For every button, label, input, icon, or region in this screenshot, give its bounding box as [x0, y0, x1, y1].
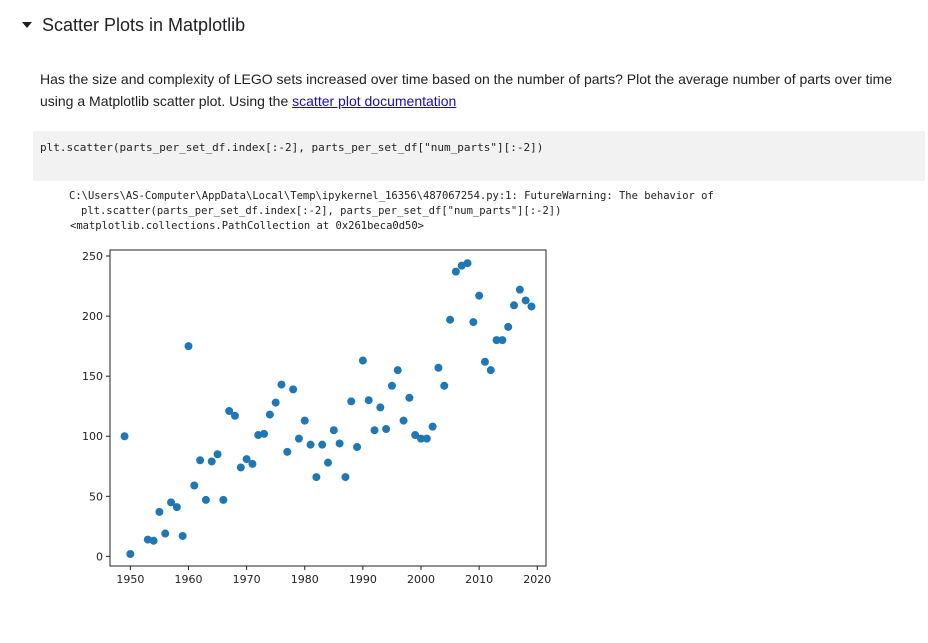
- code-cell[interactable]: plt.scatter(parts_per_set_df.index[:-2],…: [33, 131, 925, 181]
- warning-line-1: C:\Users\AS-Computer\AppData\Local\Temp\…: [69, 190, 714, 202]
- scatter-point: [277, 380, 286, 389]
- scatter-point: [306, 440, 315, 449]
- scatter-point: [196, 456, 205, 465]
- x-tick-label: 2000: [407, 573, 435, 586]
- scatter-point: [149, 536, 158, 545]
- scatter-point: [324, 458, 332, 467]
- scatter-point: [370, 426, 379, 435]
- scatter-point: [527, 302, 536, 311]
- scatter-point: [248, 459, 257, 468]
- scatter-point: [289, 385, 298, 394]
- scatter-point: [126, 549, 135, 558]
- scatter-point: [230, 411, 239, 420]
- x-tick-label: 1960: [174, 573, 202, 586]
- scatter-point: [236, 463, 245, 472]
- x-tick-label: 2020: [523, 573, 551, 586]
- scatter-point: [393, 366, 402, 375]
- collapse-caret-icon[interactable]: [22, 22, 32, 28]
- scatter-point: [463, 259, 472, 268]
- scatter-point: [434, 363, 443, 372]
- scatter-point: [318, 440, 327, 449]
- scatter-point: [364, 396, 373, 405]
- x-tick-label: 1950: [116, 573, 144, 586]
- scatter-point: [335, 439, 344, 448]
- scatter-point: [475, 291, 484, 300]
- section-header[interactable]: Scatter Plots in Matplotlib: [14, 10, 245, 40]
- markdown-cell: Has the size and complexity of LEGO sets…: [40, 68, 920, 112]
- scatter-point: [271, 398, 280, 407]
- scatter-point: [161, 529, 170, 538]
- scatter-point: [399, 416, 408, 425]
- scatter-point: [155, 507, 164, 516]
- scatter-point: [347, 397, 356, 406]
- section-title: Scatter Plots in Matplotlib: [42, 14, 246, 35]
- scatter-point: [405, 393, 414, 402]
- scatter-docs-link[interactable]: scatter plot documentation: [292, 93, 457, 109]
- y-tick-label: 150: [82, 370, 103, 383]
- scatter-point: [265, 410, 274, 419]
- markdown-text: Has the size and complexity of LEGO sets…: [40, 71, 893, 109]
- scatter-point: [387, 381, 396, 390]
- warning-line-2: plt.scatter(parts_per_set_df.index[:-2],…: [81, 205, 562, 217]
- scatter-point: [515, 285, 524, 294]
- scatter-point: [219, 495, 228, 504]
- scatter-point: [521, 296, 530, 305]
- scatter-point: [480, 357, 489, 366]
- scatter-point: [428, 422, 437, 431]
- scatter-point: [358, 356, 367, 365]
- x-tick-label: 1990: [349, 573, 377, 586]
- scatter-point: [329, 426, 338, 435]
- y-tick-label: 50: [89, 490, 103, 503]
- warning-output: C:\Users\AS-Computer\AppData\Local\Temp\…: [69, 189, 714, 219]
- y-tick-label: 100: [82, 430, 103, 443]
- y-tick-label: 250: [82, 250, 103, 263]
- scatter-point: [376, 403, 385, 412]
- x-tick-label: 2010: [465, 573, 493, 586]
- scatter-point: [492, 336, 501, 345]
- code-source[interactable]: plt.scatter(parts_per_set_df.index[:-2],…: [40, 141, 544, 154]
- scatter-point: [353, 443, 362, 452]
- scatter-point: [184, 342, 193, 351]
- scatter-point: [178, 531, 187, 540]
- scatter-point: [201, 495, 210, 504]
- x-tick-label: 1980: [291, 573, 319, 586]
- scatter-point: [207, 457, 216, 466]
- scatter-points: [120, 259, 536, 558]
- axis-ticks: 1950 1960 1970 1980 1990 2000 2010 2020 0 50 100 15…: [82, 250, 551, 586]
- output-repr: <matplotlib.collections.PathCollection a…: [70, 220, 425, 232]
- scatter-point: [446, 315, 455, 324]
- scatter-point: [417, 434, 426, 443]
- x-tick-label: 1970: [233, 573, 261, 586]
- scatter-point: [167, 498, 176, 507]
- scatter-point: [294, 434, 303, 443]
- scatter-point: [312, 473, 321, 482]
- scatter-point: [242, 455, 251, 464]
- scatter-point: [260, 429, 269, 438]
- scatter-point: [341, 473, 350, 482]
- scatter-point: [382, 425, 391, 434]
- scatter-point: [486, 366, 495, 375]
- scatter-point: [172, 503, 181, 512]
- scatter-point: [213, 450, 222, 459]
- scatter-point: [190, 481, 199, 490]
- scatter-point: [498, 336, 507, 345]
- scatter-point: [510, 301, 519, 310]
- scatter-point: [504, 322, 513, 331]
- scatter-point: [225, 407, 234, 416]
- scatter-point: [411, 431, 420, 440]
- scatter-point: [422, 434, 431, 443]
- scatter-point: [440, 381, 449, 390]
- plot-axes-frame: [109, 249, 547, 567]
- scatter-point: [469, 318, 478, 327]
- y-tick-label: 200: [82, 310, 103, 323]
- scatter-point: [451, 267, 460, 276]
- y-tick-label: 0: [96, 550, 103, 563]
- scatter-point: [300, 416, 309, 425]
- scatter-point: [120, 432, 129, 441]
- scatter-point: [283, 447, 292, 456]
